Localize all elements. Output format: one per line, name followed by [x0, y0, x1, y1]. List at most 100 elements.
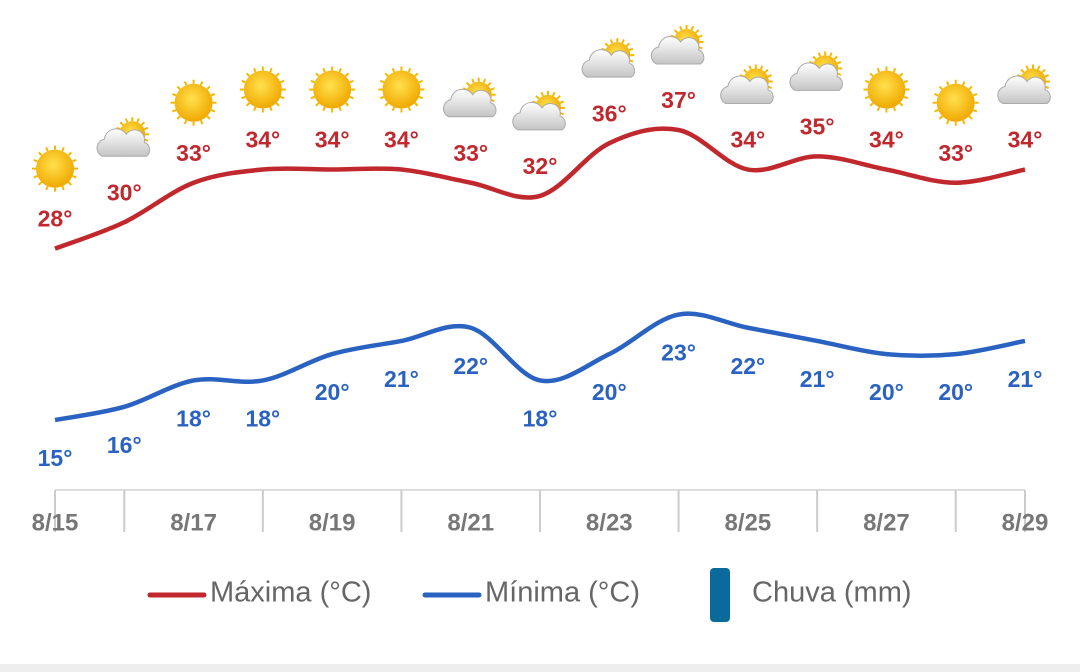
sun-ray [817, 52, 822, 57]
sun-ray [876, 106, 881, 112]
sun-ray [418, 95, 424, 100]
value-label: 32° [523, 153, 558, 179]
weather-icon [443, 77, 497, 118]
sun-ray [540, 91, 544, 97]
value-label: 34° [869, 127, 904, 153]
sun-ray [67, 151, 72, 156]
value-label: 20° [869, 379, 904, 405]
sun-ray [280, 95, 285, 100]
weather-icon [997, 64, 1051, 105]
weather-icon [581, 38, 636, 78]
sun-ray [38, 151, 43, 156]
sun-ray [490, 87, 495, 91]
sun-ray [892, 67, 897, 73]
sun [382, 70, 421, 109]
cloud [650, 36, 705, 65]
weather-icon [378, 66, 425, 113]
legend-label: Chuva (mm) [752, 577, 912, 609]
x-tick-label: 8/19 [309, 509, 356, 536]
value-label: 21° [384, 366, 419, 392]
sun-ray [695, 29, 700, 34]
weather-icon [650, 25, 705, 65]
cloud [997, 75, 1051, 105]
sun-ray [315, 72, 320, 77]
sun-ray [379, 95, 385, 100]
sun-ray [140, 121, 146, 126]
sun [174, 83, 213, 122]
sun-ray [903, 95, 909, 100]
legend-item: Chuva (mm) [710, 568, 912, 622]
value-label: 18° [176, 406, 211, 432]
value-label: 20° [315, 379, 350, 405]
weather-icon [932, 79, 979, 126]
sun-ray [764, 68, 769, 74]
sun-ray [621, 39, 625, 44]
sun-ray [812, 55, 817, 60]
sun-ray [391, 106, 396, 112]
sun-ray [604, 42, 609, 47]
sun-ray [864, 79, 870, 84]
value-label: 34° [730, 127, 765, 153]
sun-ray [72, 158, 77, 163]
sun-ray [72, 174, 77, 179]
sun-ray [315, 102, 320, 107]
sun-ray [38, 181, 43, 186]
legend-label: Mínima (°C) [485, 577, 640, 609]
value-label: 18° [245, 406, 280, 432]
sun-ray [414, 72, 419, 77]
sun [313, 70, 352, 109]
cloud [512, 101, 566, 131]
x-tick-label: 8/23 [586, 509, 633, 536]
sun-ray [962, 81, 966, 86]
sun-ray [471, 78, 475, 84]
sun-ray [690, 25, 695, 31]
sun-ray [241, 95, 246, 100]
bottom-bar [0, 664, 1080, 672]
sun-ray [322, 67, 326, 73]
sun-ray [876, 67, 881, 73]
sun-ray [124, 118, 129, 123]
x-tick-label: 8/15 [32, 509, 79, 536]
value-label: 15° [38, 445, 73, 471]
sun-ray [119, 121, 124, 126]
sun-ray [556, 95, 561, 100]
cloud [96, 128, 151, 157]
sun-ray [864, 95, 870, 100]
weather-icon [789, 51, 843, 91]
sun-ray [45, 185, 49, 191]
sun-ray [199, 81, 204, 86]
sun-ray [349, 95, 354, 100]
sun-ray [465, 81, 471, 87]
sun-ray [67, 181, 72, 186]
sun-ray [482, 78, 487, 84]
value-label: 33° [938, 140, 973, 166]
sun-ray [1037, 65, 1041, 70]
sun-ray [535, 95, 540, 100]
sun-ray [33, 158, 38, 163]
sun-ray [391, 67, 396, 73]
sun-ray [899, 102, 904, 107]
sun-ray [176, 85, 181, 90]
sun-ray [759, 65, 764, 70]
cloud [581, 49, 636, 78]
value-label: 35° [800, 113, 835, 139]
sun-ray [938, 85, 943, 90]
sun-ray [61, 147, 65, 152]
sun-ray [414, 102, 419, 107]
value-label: 22° [730, 353, 765, 379]
sun-ray [183, 81, 188, 86]
sun [36, 149, 74, 188]
sun-ray [183, 119, 188, 125]
sun-ray [673, 29, 679, 34]
sun-ray [972, 109, 978, 113]
value-label: 22° [453, 353, 488, 379]
sun-ray [245, 102, 251, 107]
x-tick-label: 8/27 [863, 509, 910, 536]
sun-ray [143, 126, 149, 131]
cloud [789, 62, 843, 91]
sun-ray [968, 115, 973, 120]
line [54, 126, 1026, 251]
legend-swatch [710, 568, 730, 622]
sun-ray [559, 100, 565, 104]
sun-ray [1041, 68, 1046, 74]
